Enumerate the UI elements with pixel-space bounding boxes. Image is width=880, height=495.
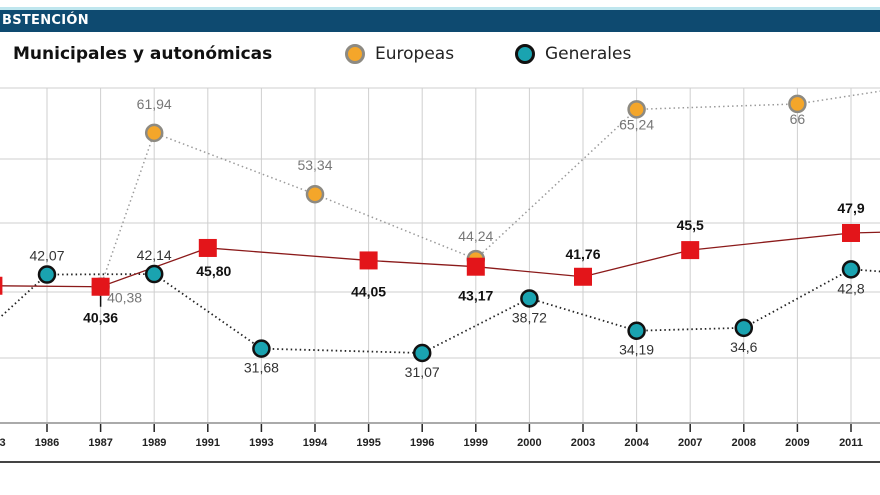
legend-generales-label: Generales xyxy=(545,44,632,64)
legend-europeas-label: Europeas xyxy=(375,44,455,64)
teal-circle-marker xyxy=(520,289,539,308)
generales-data-label: 34,19 xyxy=(619,342,654,358)
teal-circle-marker xyxy=(412,343,432,363)
orange-circle-marker xyxy=(788,94,807,114)
red-square-marker xyxy=(198,238,217,257)
x-tick-label: 1999 xyxy=(464,437,488,449)
municipal-line xyxy=(0,231,880,288)
x-tick-label: 2009 xyxy=(785,437,809,449)
europeas-data-label: 66 xyxy=(790,111,806,127)
red-square-marker xyxy=(681,241,700,260)
teal-circle-icon xyxy=(515,44,535,64)
x-tick-label: 1995 xyxy=(356,437,380,449)
generales-data-label: 38,72 xyxy=(512,309,547,325)
teal-circle-marker xyxy=(252,339,271,358)
generales-data-label: 42,14 xyxy=(137,247,172,263)
teal-circle-marker xyxy=(144,264,164,284)
red-square-marker xyxy=(466,257,485,276)
legend-europeas: Europeas xyxy=(345,44,454,64)
x-tick-label: 1989 xyxy=(142,437,166,449)
red-square-marker xyxy=(359,251,378,270)
x-tick-label: 2000 xyxy=(517,437,541,449)
municipal-data-label: 44,05 xyxy=(351,283,386,299)
x-tick-label: 2011 xyxy=(839,437,863,449)
x-tick-label: 1994 xyxy=(303,437,328,449)
x-tick-label: 1993 xyxy=(249,437,273,449)
x-tick-label: 1986 xyxy=(35,437,59,449)
teal-circle-marker xyxy=(627,321,646,340)
chart-title: BSTENCIÓN xyxy=(2,13,89,28)
europeas-data-label: 61,94 xyxy=(137,96,172,112)
orange-circle-marker xyxy=(144,123,164,143)
generales-data-label: 31,68 xyxy=(244,360,279,376)
x-tick-label: 2007 xyxy=(678,437,702,449)
legend: Municipales y autonómicas Europeas Gener… xyxy=(0,44,880,72)
europeas-data-label: 40,38 xyxy=(107,290,142,306)
europeas-data-label: 53,34 xyxy=(297,157,332,173)
generales-data-label: 42,8 xyxy=(837,280,864,296)
legend-municipal-label: Municipales y autonómicas xyxy=(13,44,273,64)
legend-generales: Generales xyxy=(515,44,631,64)
x-tick-label: 2003 xyxy=(571,437,595,449)
orange-circle-marker xyxy=(305,184,325,204)
municipal-data-label: 47,9 xyxy=(837,200,864,216)
generales-data-label: 34,6 xyxy=(730,339,757,355)
x-tick-label: 1983 xyxy=(0,437,6,449)
municipal-data-label: 40,36 xyxy=(83,310,118,326)
x-tick-label: 2004 xyxy=(624,437,649,449)
municipal-data-label: 41,76 xyxy=(565,246,600,262)
municipal-data-label: 45,80 xyxy=(196,263,231,279)
header-bar: BSTENCIÓN xyxy=(0,10,880,32)
generales-data-label: 31,07 xyxy=(405,364,440,380)
municipal-data-label: 45,5 xyxy=(677,217,704,233)
x-tick-label: 1987 xyxy=(88,437,112,449)
red-square-marker xyxy=(574,267,592,286)
europeas-data-label: 44,24 xyxy=(458,228,493,244)
red-square-marker xyxy=(91,277,110,296)
generales-data-label: 42,07 xyxy=(29,248,64,264)
orange-circle-icon xyxy=(345,44,365,64)
legend-municipal: Municipales y autonómicas xyxy=(13,44,272,64)
europeas-line xyxy=(99,90,880,287)
red-square-marker xyxy=(842,223,860,242)
teal-circle-marker xyxy=(734,318,754,338)
red-square-marker xyxy=(0,276,3,295)
header-accent-line xyxy=(0,7,880,10)
teal-circle-marker xyxy=(37,265,57,284)
x-tick-label: 1991 xyxy=(196,437,220,449)
teal-circle-marker xyxy=(841,260,861,279)
x-tick-label: 1996 xyxy=(410,437,434,449)
municipal-data-label: 43,17 xyxy=(458,288,493,304)
x-tick-label: 2008 xyxy=(732,437,756,449)
europeas-data-label: 65,24 xyxy=(619,116,654,132)
generales-line xyxy=(0,268,880,354)
orange-circle-marker xyxy=(627,100,646,119)
